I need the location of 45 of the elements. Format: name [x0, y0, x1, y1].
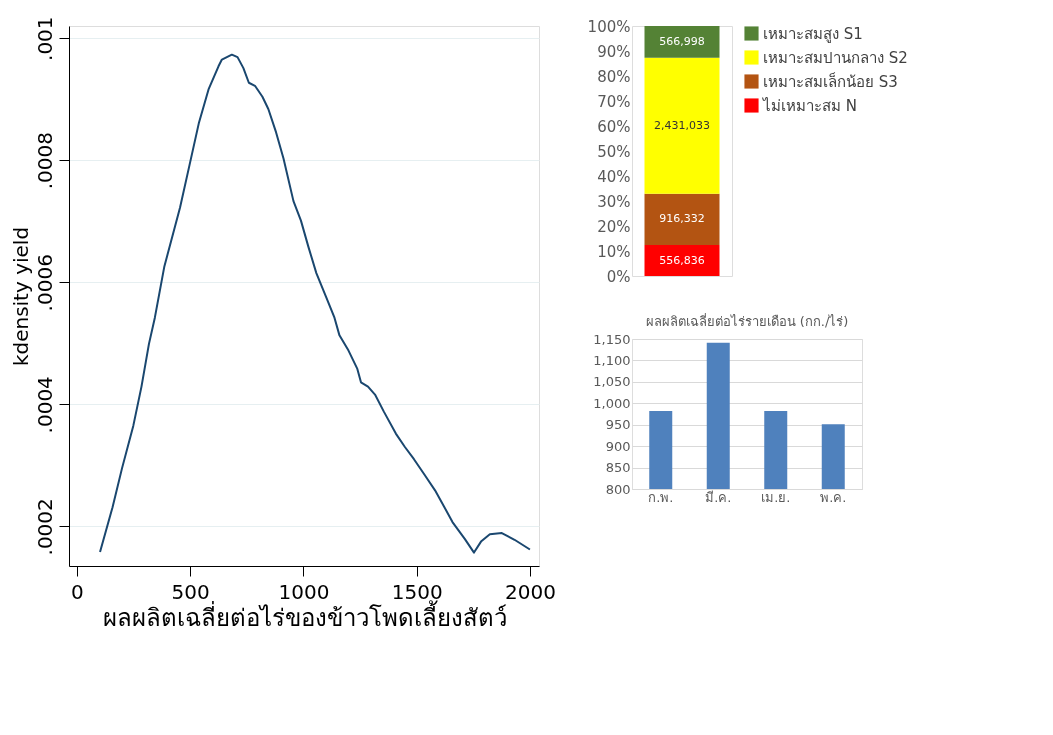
x-tick-label: 0 — [71, 579, 84, 604]
y-tick-label: .0006 — [32, 254, 57, 312]
y-tick-label: 1,150 — [593, 331, 631, 347]
x-tick-label: พ.ค. — [820, 489, 847, 505]
y-tick-label: 40% — [597, 167, 631, 186]
y-tick-label: 30% — [597, 192, 631, 211]
x-tick-label: เม.ย. — [761, 489, 791, 505]
x-tick-label: มี.ค. — [705, 489, 732, 505]
y-tick-label: .0004 — [32, 376, 57, 434]
bar — [644, 26, 720, 58]
y-tick-label: 1,000 — [593, 395, 631, 411]
y-tick-label: .001 — [32, 16, 57, 61]
y-tick-label: 900 — [605, 438, 631, 454]
bar — [644, 57, 720, 194]
bar — [644, 245, 720, 276]
legend-label: ไม่เหมาะสม N — [762, 96, 857, 115]
y-axis-title: kdensity yield — [8, 226, 33, 367]
y-tick-label: 950 — [605, 417, 631, 433]
y-tick-label: 90% — [597, 42, 631, 61]
x-tick-label: ก.พ. — [648, 489, 674, 505]
annotation: 566,998 — [659, 34, 705, 48]
y-tick-label: 10% — [597, 242, 631, 261]
y-tick-label: .0002 — [32, 498, 57, 556]
y-tick-label: 1,100 — [593, 352, 631, 368]
legend-label: เหมาะสมปานกลาง S2 — [763, 48, 908, 67]
y-tick-label: 70% — [597, 92, 631, 111]
y-tick-label: .0008 — [32, 132, 57, 190]
annotation: 556,836 — [659, 253, 705, 267]
y-tick-label: 50% — [597, 142, 631, 161]
x-tick-label: 2000 — [504, 579, 556, 604]
y-tick-label: 20% — [597, 217, 631, 236]
annotation: 916,332 — [659, 212, 705, 226]
y-tick-label: 0% — [606, 267, 631, 286]
line-series — [99, 53, 531, 554]
legend-label: เหมาะสมสูง S1 — [763, 24, 863, 43]
y-tick-label: 60% — [597, 117, 631, 136]
legend-label: เหมาะสมเล็กน้อย S3 — [763, 71, 898, 91]
y-tick-label: 1,050 — [593, 374, 631, 390]
y-tick-label: 850 — [605, 460, 631, 476]
y-tick-label: 100% — [587, 17, 631, 36]
chart-title: ผลผลิตเฉลี่ยต่อไร่รายเดือน (กก./ไร่) — [645, 313, 849, 329]
y-tick-label: 800 — [605, 481, 631, 497]
y-tick-label: 80% — [597, 67, 631, 86]
bar — [644, 193, 720, 245]
annotation: 2,431,033 — [654, 118, 710, 132]
